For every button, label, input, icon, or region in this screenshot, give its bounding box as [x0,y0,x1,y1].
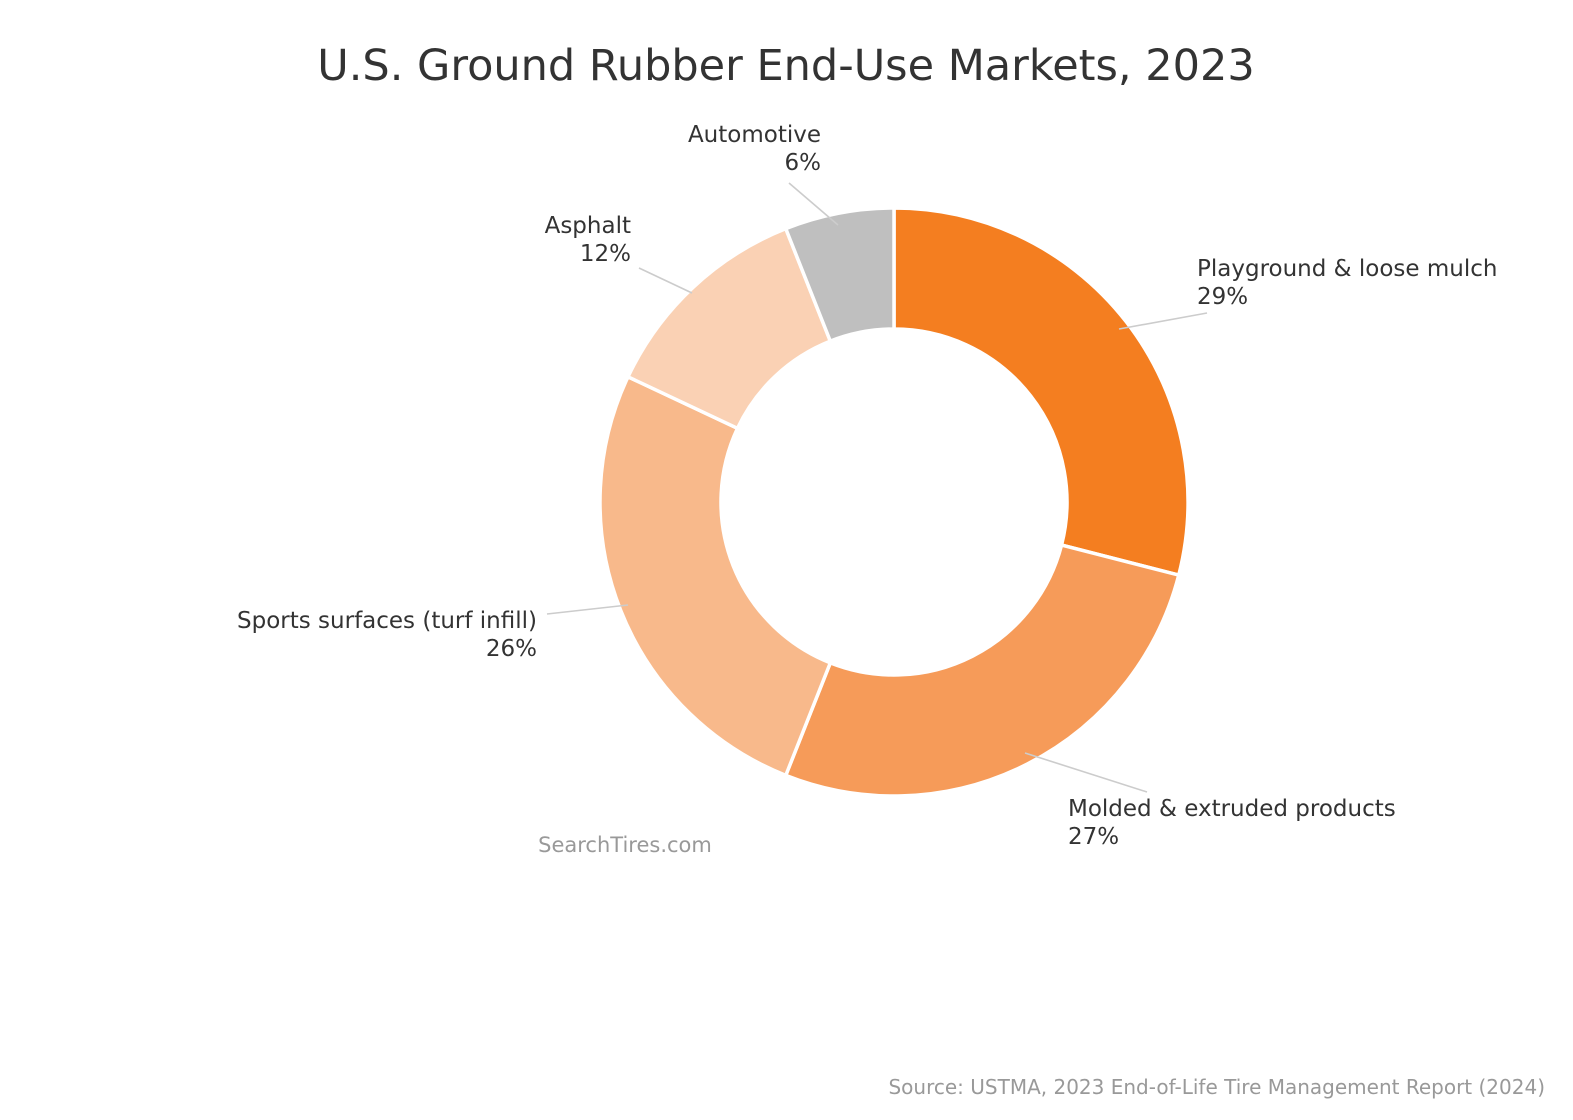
slice-4 [783,206,896,344]
slice-label-4: Automotive [688,122,821,148]
slice-label-0: Playground & loose mulch [1197,256,1497,282]
leader-line-0 [1118,312,1208,330]
leader-line-1 [1024,752,1148,793]
source-note: Source: USTMA, 2023 End-of-Life Tire Man… [888,1075,1545,1099]
watermark: SearchTires.com [538,833,712,857]
slice-label-2: Sports surfaces (turf infill) [237,608,537,634]
slice-label-3: Asphalt [545,213,631,239]
leader-line-3 [638,267,693,294]
slice-value-0: 29% [1197,284,1248,310]
donut-slices [598,206,1190,798]
slice-label-1: Molded & extruded products [1068,796,1396,822]
slice-0 [892,206,1190,578]
slice-2 [598,374,833,778]
slice-value-1: 27% [1068,824,1119,850]
chart-title: U.S. Ground Rubber End-Use Markets, 2023 [317,41,1254,91]
slice-value-3: 12% [580,241,631,267]
slice-value-2: 26% [486,636,537,662]
slice-value-4: 6% [785,150,822,176]
leader-line-4 [788,182,839,226]
leader-lines [546,182,1208,793]
leader-line-2 [546,604,629,615]
slice-1 [783,542,1181,798]
